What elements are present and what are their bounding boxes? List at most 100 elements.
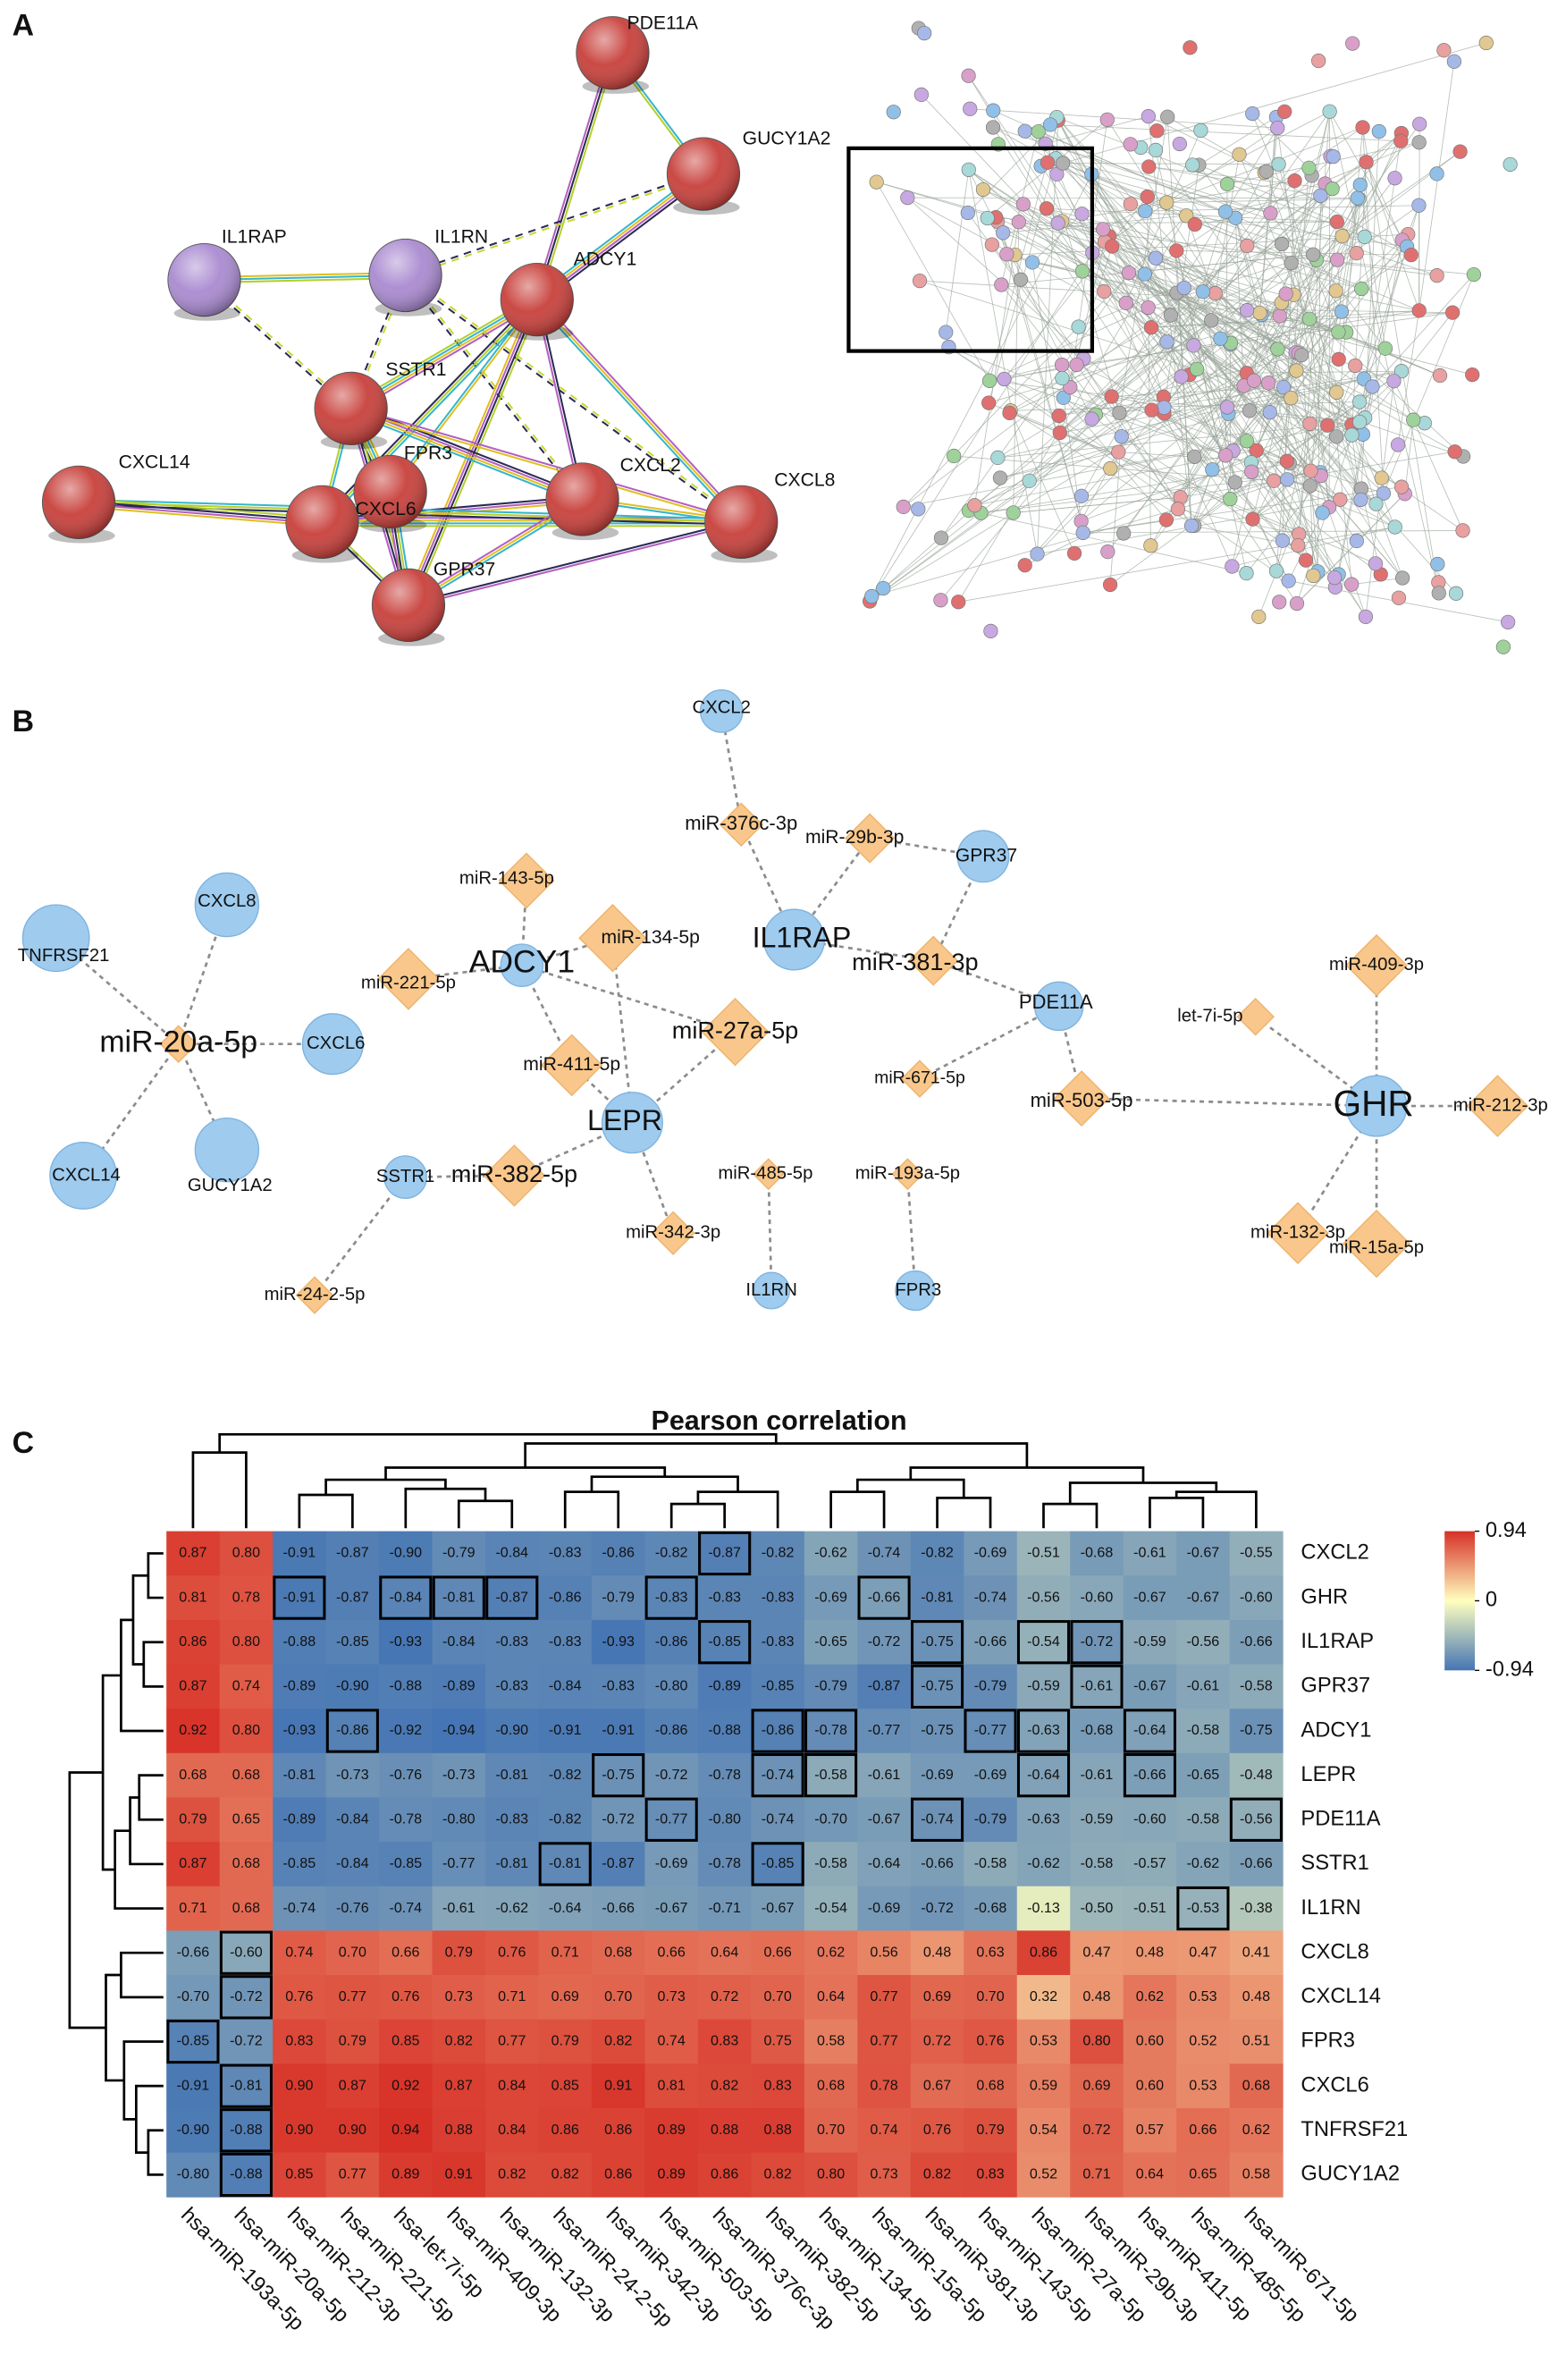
node <box>1246 373 1262 388</box>
heatmap-cell <box>964 1886 1018 1931</box>
cell-label: -0.74 <box>974 1589 1007 1605</box>
cell-label: -0.67 <box>1133 1678 1166 1694</box>
cell-label: -0.91 <box>283 1545 316 1561</box>
cell-label: 0.66 <box>658 1944 686 1960</box>
cell-label: -0.78 <box>814 1722 847 1738</box>
node <box>1055 370 1070 386</box>
cell-label: 0.72 <box>711 1988 738 2004</box>
mirna-node <box>159 1025 198 1063</box>
edge <box>1111 127 1278 397</box>
node <box>1291 537 1306 553</box>
node <box>1302 416 1317 431</box>
target-box <box>219 1930 273 1975</box>
edge <box>1251 113 1309 169</box>
node <box>983 623 998 639</box>
cell-label: 0.76 <box>498 1944 526 1960</box>
cell-label: 0.62 <box>817 1944 845 1960</box>
target-box <box>644 1575 698 1620</box>
network-edge <box>79 500 323 522</box>
heatmap-cell <box>697 2064 752 2109</box>
node <box>981 373 998 388</box>
cell-label: 0.78 <box>870 2077 897 2093</box>
edge <box>1166 332 1339 520</box>
cell-label: 0.78 <box>232 1589 260 1605</box>
edge <box>1404 419 1414 494</box>
target-box <box>910 1797 964 1842</box>
edge <box>974 450 1257 506</box>
heatmap-cell <box>804 2064 858 2109</box>
mirna-label: miR-381-3p <box>852 948 978 975</box>
cell-label: -0.85 <box>762 1855 795 1871</box>
heatmap-cell <box>166 1664 221 1709</box>
heatmap-cell <box>1016 2152 1071 2198</box>
node <box>1320 418 1335 433</box>
dendrogram <box>324 1478 447 1495</box>
heatmap-cell <box>485 1930 540 1976</box>
edge <box>907 197 1352 435</box>
node <box>1056 390 1071 405</box>
node <box>1017 558 1032 573</box>
dendrogram <box>131 1574 148 1666</box>
heatmap-cell <box>964 1842 1018 1887</box>
heatmap-cell <box>697 2019 752 2064</box>
heatmap-cell <box>751 1886 805 1931</box>
edge <box>1047 162 1362 290</box>
cell-label: 0.63 <box>976 1944 1004 1960</box>
node <box>999 247 1014 262</box>
node <box>1302 478 1318 494</box>
heatmap-cell <box>538 1619 593 1666</box>
node <box>1104 389 1119 404</box>
heatmap-cell <box>697 1664 752 1709</box>
cell-label: -0.94 <box>442 1722 476 1738</box>
gene-label: GPR37 <box>955 845 1017 865</box>
node-shine <box>354 455 427 528</box>
cell-label: 0.54 <box>1030 2122 1057 2138</box>
node <box>1099 112 1115 127</box>
heatmap-cell <box>1123 1531 1177 1576</box>
cell-label: -0.85 <box>708 1633 741 1650</box>
heatmap-cell <box>379 1797 434 1843</box>
cell-label: -0.60 <box>1240 1589 1273 1605</box>
gene-node <box>383 1155 427 1199</box>
edge <box>1059 262 1292 434</box>
dendrogram <box>696 1490 779 1529</box>
node <box>1390 437 1406 452</box>
cell-label: 0.76 <box>976 2033 1004 2049</box>
heatmap-cell <box>379 2019 434 2064</box>
cell-label: 0.64 <box>711 1944 738 1960</box>
heatmap-cell <box>1176 1886 1231 1931</box>
heatmap-cell <box>379 1930 434 1976</box>
heatmap-cell <box>1016 1664 1071 1709</box>
cell-label: 0.87 <box>179 1855 206 1871</box>
heatmap-cell <box>644 1886 699 1931</box>
edge <box>1150 288 1362 546</box>
gene-label: ADCY1 <box>469 943 575 979</box>
dendrogram <box>855 1478 965 1498</box>
node <box>1331 351 1346 367</box>
node <box>1239 434 1255 449</box>
cell-label: -0.77 <box>974 1722 1007 1738</box>
heatmap-cell <box>591 2107 645 2154</box>
edge <box>981 462 1290 514</box>
node <box>1002 405 1017 421</box>
heatmap-cell <box>379 1531 434 1576</box>
edge <box>1004 196 1149 380</box>
cell-label: 0.92 <box>179 1722 206 1738</box>
edge <box>968 169 1038 554</box>
network-edge <box>536 299 743 523</box>
network-edge <box>408 519 742 605</box>
edge <box>1037 120 1059 554</box>
heatmap-cell <box>910 1975 964 2021</box>
heatmap-cell <box>273 1797 327 1843</box>
node <box>1030 546 1045 561</box>
edge <box>1193 469 1213 526</box>
heatmap-cell <box>644 2064 699 2109</box>
mirna-label: miR-485-5p <box>718 1164 812 1184</box>
cell-label: 0.85 <box>551 2077 579 2093</box>
cell-label: -0.67 <box>762 1900 795 1916</box>
cell-label: -0.91 <box>602 1722 635 1738</box>
node <box>1075 525 1090 540</box>
cell-label: -0.66 <box>1240 1633 1273 1650</box>
cell-label: 0.88 <box>711 2122 738 2138</box>
cell-label: -0.64 <box>1027 1767 1060 1783</box>
